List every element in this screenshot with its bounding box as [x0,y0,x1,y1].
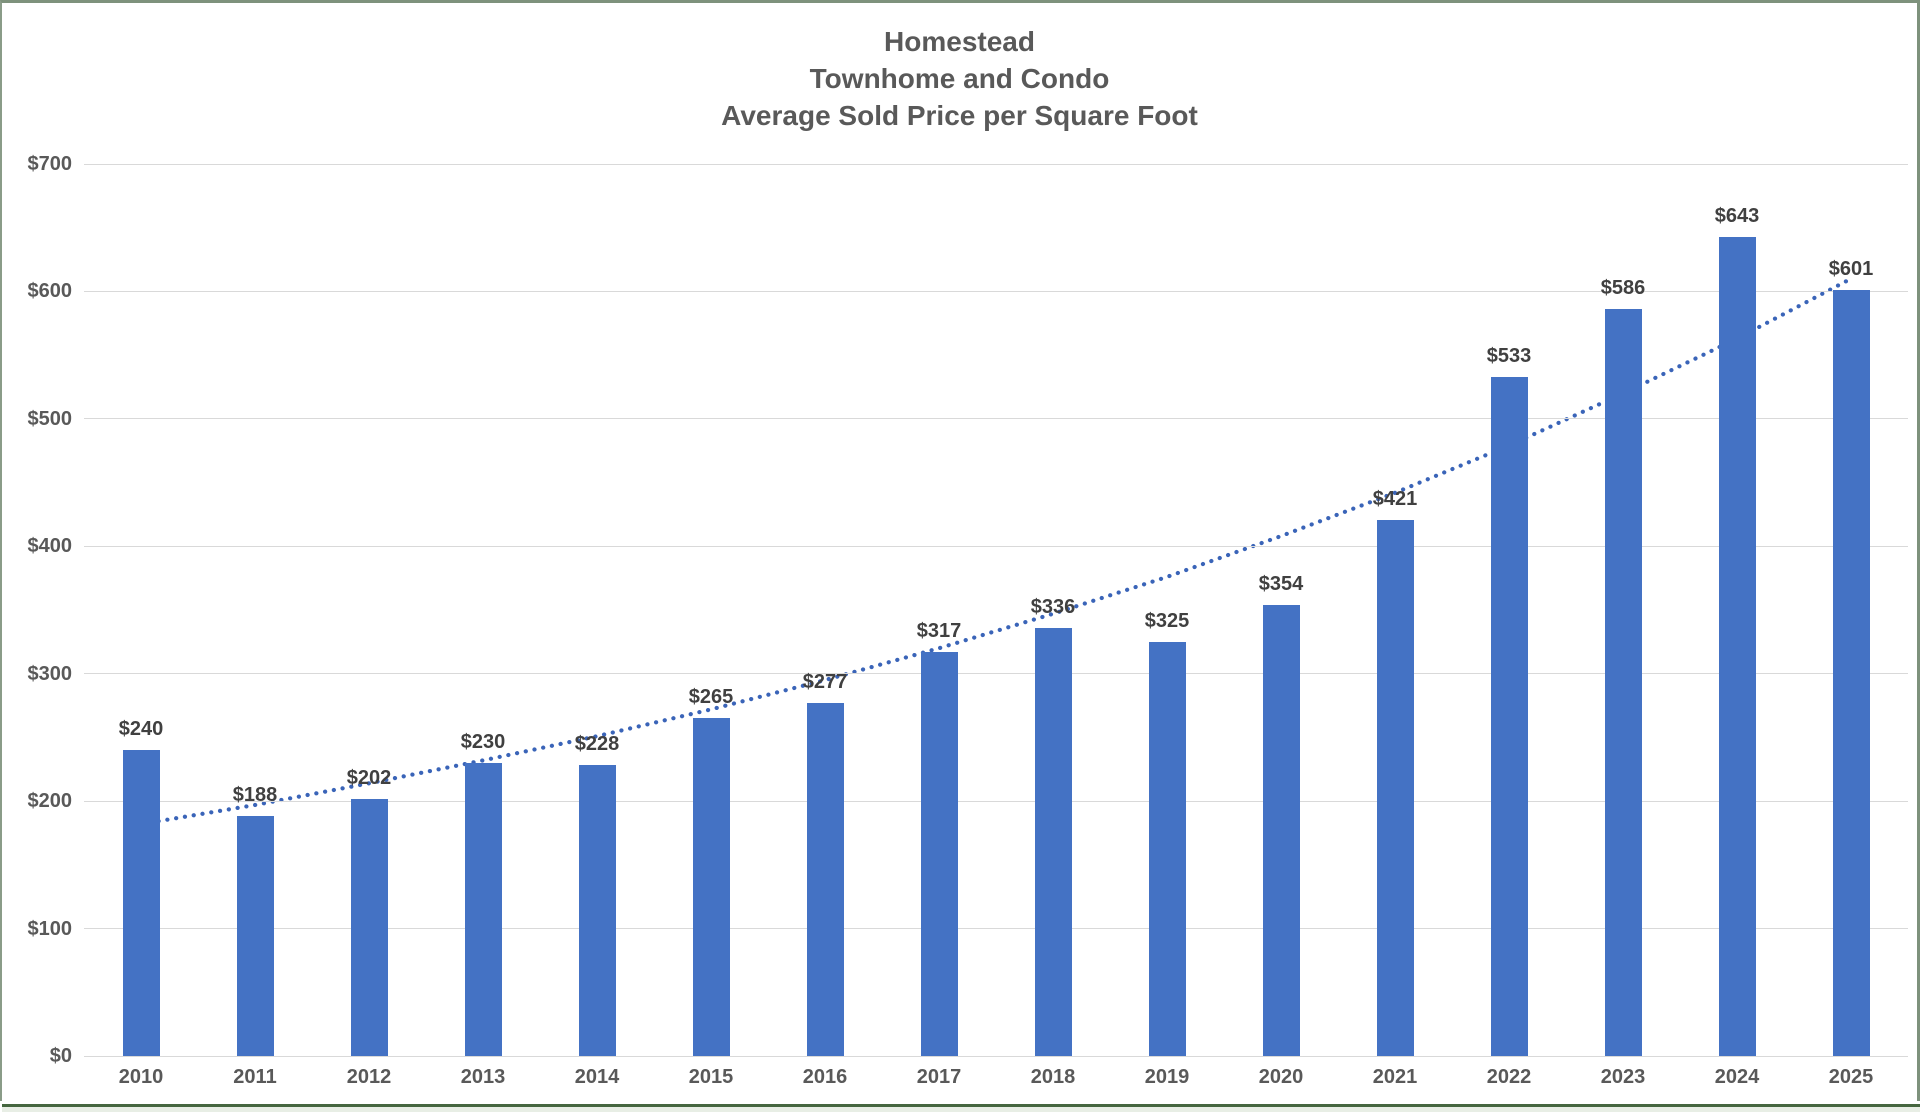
plot-area: $240 $188 $202 $230 $228 $265 $277 $317 $336 $325… [84,163,1908,1057]
y-tick-label: $200 [27,790,73,813]
bar [1832,290,1870,1056]
bar [578,765,616,1056]
bar-value-label: $421 [1372,487,1418,510]
bar-value-label: $230 [460,730,506,753]
bar [1034,627,1072,1056]
bar [1148,641,1186,1056]
bar-value-label: $586 [1600,277,1646,300]
bar [122,750,160,1056]
x-tick-label: 2015 [688,1066,734,1088]
gridline [84,163,1908,165]
x-tick-label: 2016 [802,1066,848,1088]
x-tick-label: 2023 [1600,1066,1646,1088]
bar-value-label: $228 [574,733,620,756]
gridline [84,545,1908,547]
x-tick-label: 2013 [460,1066,506,1088]
bar [806,703,844,1056]
bar-value-label: $240 [118,718,164,741]
bar-value-label: $354 [1258,572,1304,595]
x-tick-label: 2011 [233,1066,277,1088]
x-tick-label: 2017 [916,1066,962,1088]
x-tick-label: 2021 [1372,1066,1418,1088]
y-tick-label: $700 [27,153,73,175]
y-tick-label: $600 [27,280,73,303]
bar [236,816,274,1056]
bar-value-label: $643 [1714,204,1760,227]
chart-title: Homestead Townhome and Condo Average Sol… [2,23,1917,134]
bar-value-label: $202 [346,766,392,789]
bar [1604,309,1642,1056]
trendline-dotted [138,276,1854,827]
bar [1718,236,1756,1056]
bar [692,718,730,1056]
x-tick-label: 2018 [1030,1066,1076,1088]
gridline [84,673,1908,675]
x-tick-label: 2024 [1714,1066,1760,1088]
y-tick-label: $300 [27,662,73,685]
bottom-border-line [2,1104,1920,1107]
chart-title-line-2: Townhome and Condo [809,63,1110,94]
y-axis: $700 $600 $500 $400 $300 $200 $100 $0 [10,154,73,1066]
x-tick-label: 2020 [1258,1066,1304,1088]
bar-value-label: $325 [1144,609,1190,632]
bar-value-label: $188 [232,784,278,807]
gridline [84,1055,1908,1057]
y-tick-label: $100 [27,917,73,940]
bar-value-label: $336 [1030,595,1076,618]
bar-value-label: $265 [688,686,734,709]
y-tick-label: $400 [27,535,73,558]
gridline [84,800,1908,802]
y-tick-label: $500 [27,407,73,430]
x-axis: 2010 2011 2012 2013 2014 2015 2016 2017 2018 2019… [84,1065,1908,1095]
bar [1262,604,1300,1056]
x-tick-label: 2022 [1486,1066,1532,1088]
x-tick-label: 2025 [1828,1066,1874,1088]
bar-value-label: $533 [1486,344,1532,367]
chart-title-line-1: Homestead [884,26,1035,57]
bottom-strip [2,1107,1920,1112]
bar-value-label: $317 [916,620,962,643]
bar-value-label: $277 [802,671,848,694]
chart-title-line-3: Average Sold Price per Square Foot [721,100,1198,131]
x-tick-label: 2019 [1144,1066,1190,1088]
bar [1376,519,1414,1056]
x-tick-label: 2010 [118,1066,164,1088]
x-tick-label: 2014 [574,1066,620,1088]
bar [920,652,958,1056]
bar [1490,376,1528,1056]
gridline [84,928,1908,930]
gridline [84,290,1908,292]
gridline [84,418,1908,420]
bar-value-label: $601 [1828,258,1874,281]
x-tick-label: 2012 [346,1066,392,1088]
y-tick-label: $0 [49,1045,72,1067]
bar [464,762,502,1056]
bar [350,798,388,1056]
trendline-path [138,276,1854,827]
